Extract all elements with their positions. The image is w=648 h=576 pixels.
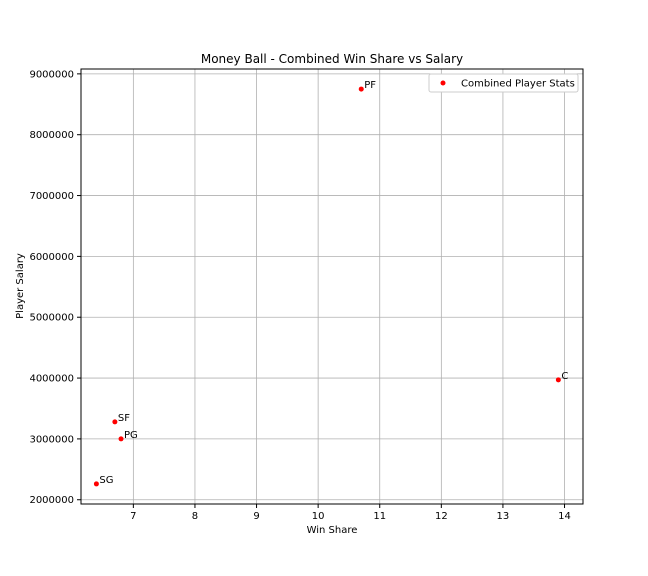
data-point-pg — [118, 436, 124, 442]
point-label-sg: SG — [99, 475, 113, 486]
x-axis-label: Win Share — [307, 525, 358, 536]
x-axis-ticks: 7 8 9 10 11 12 13 14 — [130, 504, 571, 522]
plot-frame — [80, 68, 584, 505]
x-tick-label: 13 — [497, 511, 510, 522]
x-tick-label: 8 — [192, 511, 198, 522]
point-label-sf: SF — [118, 413, 130, 424]
point-label-pg: PG — [124, 430, 138, 441]
data-point-sg — [93, 481, 99, 487]
y-tick-label: 4000000 — [29, 374, 74, 385]
point-label-pf: PF — [364, 80, 376, 91]
y-tick-label: 9000000 — [29, 69, 74, 80]
x-tick-label: 11 — [373, 511, 386, 522]
x-tick-label: 12 — [435, 511, 448, 522]
x-tick-label: 7 — [130, 511, 136, 522]
data-point-pf — [358, 86, 364, 92]
data-points: PF C SF PG SG — [93, 80, 568, 487]
point-label-c: C — [561, 371, 568, 382]
grid-lines — [81, 69, 583, 504]
y-axis-ticks: 2000000 3000000 4000000 5000000 6000000 70000… — [29, 69, 81, 506]
y-tick-label: 8000000 — [29, 130, 74, 141]
legend-marker — [440, 80, 446, 86]
x-tick-label: 10 — [312, 511, 325, 522]
legend-box — [428, 73, 579, 93]
y-tick-label: 5000000 — [29, 313, 74, 324]
x-tick-label: 9 — [253, 511, 259, 522]
y-tick-label: 7000000 — [29, 191, 74, 202]
legend: Combined Player Stats — [428, 73, 579, 93]
data-point-sf — [112, 419, 118, 425]
y-tick-label: 3000000 — [29, 434, 74, 445]
data-point-c — [555, 377, 561, 383]
x-tick-label: 14 — [558, 511, 571, 522]
y-tick-label: 6000000 — [29, 252, 74, 263]
chart-title: Money Ball - Combined Win Share vs Salar… — [201, 52, 463, 66]
y-axis-label: Player Salary — [15, 253, 26, 319]
legend-label: Combined Player Stats — [461, 79, 575, 90]
y-tick-label: 2000000 — [29, 495, 74, 506]
